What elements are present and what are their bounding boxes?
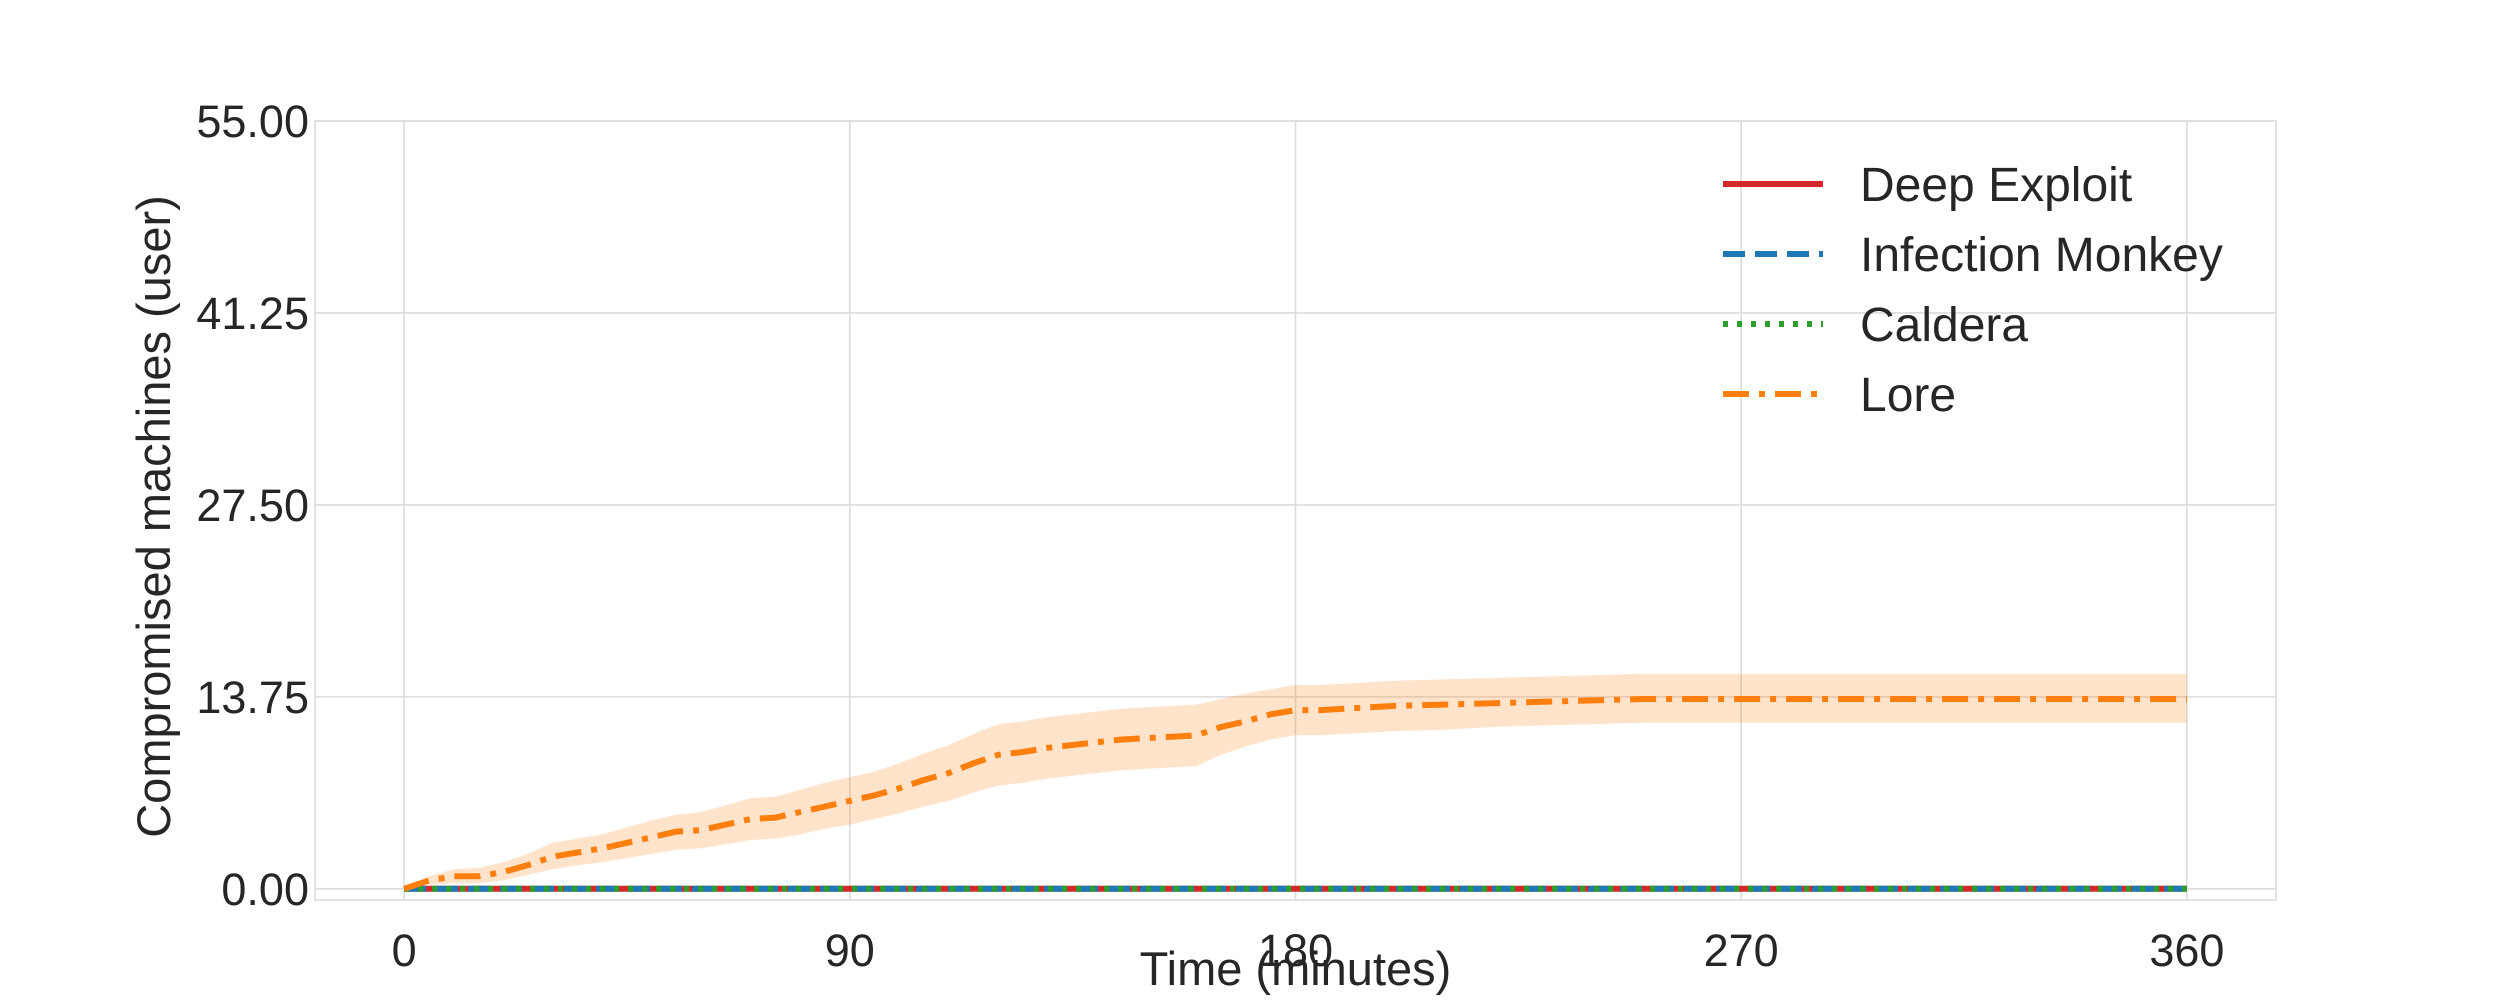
y-axis-label: Compromised machines (user) [127,195,180,838]
legend-label-lore: Lore [1860,369,1956,422]
x-tick-label: 270 [1704,925,1779,976]
y-tick-label: 13.75 [196,672,309,723]
series-lines [403,696,2187,892]
x-tick-label: 360 [2149,925,2224,976]
y-tick-label: 27.50 [196,480,309,531]
confidence-bands [404,673,2187,889]
x-axis-label: Time (minutes) [1140,942,1452,995]
x-tick-label: 0 [392,925,417,976]
x-tick-label: 90 [825,925,875,976]
lore-line [403,696,2187,892]
lore-band [404,673,2187,889]
x-tick-label: 180 [1258,925,1333,976]
axes: 0 90 180 270 360 0.00 13.75 27.50 41.25 55.00 Time… [127,96,2277,995]
legend-label-deep-exploit: Deep Exploit [1860,159,2132,212]
legend-label-infection-monkey: Infection Monkey [1860,229,2223,282]
legend-label-caldera: Caldera [1860,299,2028,352]
y-tick-label: 0.00 [221,864,309,915]
plot-frame [314,120,2277,901]
y-tick-label: 41.25 [196,288,309,339]
legend: Deep Exploit Infection Monkey Caldera Lore [1723,159,2223,422]
y-tick-label: 55.00 [196,96,309,147]
